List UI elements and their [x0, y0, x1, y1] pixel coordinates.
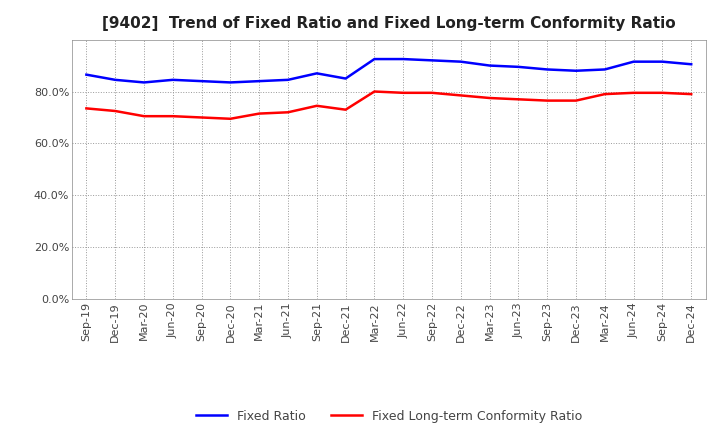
- Line: Fixed Long-term Conformity Ratio: Fixed Long-term Conformity Ratio: [86, 92, 691, 119]
- Fixed Ratio: [197, 78, 206, 84]
- Fixed Ratio: [687, 62, 696, 67]
- Legend: Fixed Ratio, Fixed Long-term Conformity Ratio: Fixed Ratio, Fixed Long-term Conformity …: [191, 405, 587, 428]
- Fixed Ratio: [255, 78, 264, 84]
- Fixed Ratio: [168, 77, 177, 82]
- Fixed Long-term Conformity Ratio: [370, 89, 379, 94]
- Fixed Ratio: [456, 59, 465, 64]
- Fixed Long-term Conformity Ratio: [428, 90, 436, 95]
- Fixed Long-term Conformity Ratio: [658, 90, 667, 95]
- Fixed Ratio: [658, 59, 667, 64]
- Fixed Long-term Conformity Ratio: [111, 108, 120, 114]
- Fixed Long-term Conformity Ratio: [226, 116, 235, 121]
- Fixed Long-term Conformity Ratio: [629, 90, 638, 95]
- Line: Fixed Ratio: Fixed Ratio: [86, 59, 691, 82]
- Fixed Ratio: [485, 63, 494, 68]
- Fixed Long-term Conformity Ratio: [572, 98, 580, 103]
- Fixed Long-term Conformity Ratio: [399, 90, 408, 95]
- Fixed Long-term Conformity Ratio: [140, 114, 148, 119]
- Fixed Ratio: [399, 56, 408, 62]
- Fixed Long-term Conformity Ratio: [284, 110, 292, 115]
- Fixed Ratio: [312, 71, 321, 76]
- Fixed Ratio: [543, 67, 552, 72]
- Fixed Long-term Conformity Ratio: [485, 95, 494, 101]
- Fixed Ratio: [111, 77, 120, 82]
- Fixed Ratio: [284, 77, 292, 82]
- Title: [9402]  Trend of Fixed Ratio and Fixed Long-term Conformity Ratio: [9402] Trend of Fixed Ratio and Fixed Lo…: [102, 16, 675, 32]
- Fixed Ratio: [370, 56, 379, 62]
- Fixed Long-term Conformity Ratio: [687, 92, 696, 97]
- Fixed Ratio: [226, 80, 235, 85]
- Fixed Long-term Conformity Ratio: [197, 115, 206, 120]
- Fixed Long-term Conformity Ratio: [543, 98, 552, 103]
- Fixed Ratio: [572, 68, 580, 73]
- Fixed Long-term Conformity Ratio: [456, 93, 465, 98]
- Fixed Long-term Conformity Ratio: [600, 92, 609, 97]
- Fixed Long-term Conformity Ratio: [168, 114, 177, 119]
- Fixed Long-term Conformity Ratio: [255, 111, 264, 116]
- Fixed Long-term Conformity Ratio: [82, 106, 91, 111]
- Fixed Long-term Conformity Ratio: [341, 107, 350, 112]
- Fixed Ratio: [514, 64, 523, 70]
- Fixed Ratio: [600, 67, 609, 72]
- Fixed Ratio: [629, 59, 638, 64]
- Fixed Ratio: [82, 72, 91, 77]
- Fixed Long-term Conformity Ratio: [312, 103, 321, 108]
- Fixed Ratio: [140, 80, 148, 85]
- Fixed Long-term Conformity Ratio: [514, 97, 523, 102]
- Fixed Ratio: [341, 76, 350, 81]
- Fixed Ratio: [428, 58, 436, 63]
